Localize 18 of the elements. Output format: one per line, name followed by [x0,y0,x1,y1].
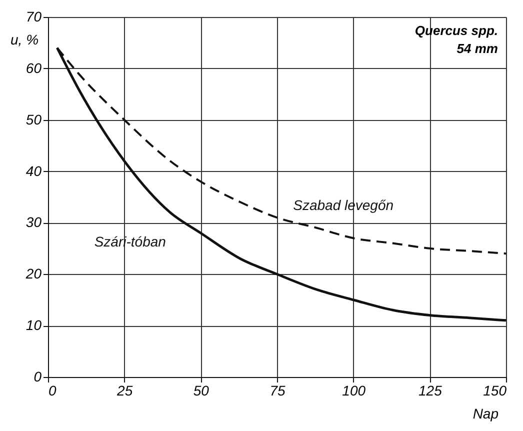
y-tick-label: 60 [26,60,42,76]
y-axis-title: u, % [10,32,39,48]
y-tick-label: 20 [24,266,42,282]
x-tick-label: 0 [48,382,56,398]
y-tick-label: 0 [34,368,42,384]
y-tick-label: 10 [26,317,42,334]
x-tick-label: 75 [270,382,286,398]
y-tick-label: 40 [26,162,42,179]
x-axis-title: Nap [472,406,499,422]
x-tick-label: 125 [418,382,442,398]
y-tick-label: 70 [26,8,42,24]
x-tick-label: 150 [483,382,507,398]
y-tick-label: 50 [26,111,42,128]
annotation: 54 mm [456,41,498,56]
x-tick-label: 50 [193,382,210,398]
y-tick-label: 30 [26,214,42,230]
x-tick-label: 25 [116,382,133,398]
x-tick-label: 100 [342,382,366,398]
